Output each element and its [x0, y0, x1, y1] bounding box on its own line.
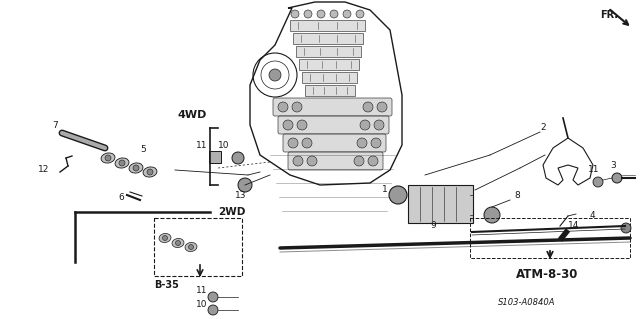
Circle shape: [389, 186, 407, 204]
Text: 6: 6: [118, 193, 124, 202]
FancyBboxPatch shape: [283, 134, 386, 152]
Circle shape: [283, 120, 293, 130]
Text: 14: 14: [568, 221, 579, 230]
Ellipse shape: [143, 167, 157, 177]
Circle shape: [357, 138, 367, 148]
Text: 4: 4: [590, 211, 596, 220]
Circle shape: [374, 120, 384, 130]
Text: 5: 5: [140, 145, 146, 154]
Circle shape: [304, 10, 312, 18]
Circle shape: [297, 120, 307, 130]
Circle shape: [175, 241, 180, 246]
Bar: [408, 185, 473, 223]
Circle shape: [368, 156, 378, 166]
Circle shape: [292, 102, 302, 112]
Circle shape: [307, 156, 317, 166]
FancyBboxPatch shape: [288, 152, 383, 170]
Text: 8: 8: [514, 191, 520, 200]
Text: 10: 10: [218, 141, 230, 150]
Bar: [154, 218, 242, 276]
Text: FR.: FR.: [600, 10, 618, 20]
Circle shape: [317, 10, 325, 18]
Text: 1: 1: [382, 185, 388, 194]
Bar: [290, 20, 365, 31]
Circle shape: [278, 102, 288, 112]
Circle shape: [360, 120, 370, 130]
Text: 11: 11: [196, 286, 207, 295]
Circle shape: [208, 292, 218, 302]
Ellipse shape: [159, 234, 171, 242]
Bar: [305, 85, 355, 96]
Circle shape: [163, 235, 168, 241]
Text: 11: 11: [196, 141, 207, 150]
Circle shape: [288, 138, 298, 148]
Circle shape: [293, 156, 303, 166]
Circle shape: [119, 160, 125, 166]
FancyBboxPatch shape: [278, 116, 389, 134]
Bar: [302, 72, 357, 83]
Circle shape: [291, 10, 299, 18]
Circle shape: [354, 156, 364, 166]
Text: 9: 9: [430, 221, 436, 230]
Text: 2WD: 2WD: [218, 207, 245, 217]
Ellipse shape: [129, 163, 143, 173]
Circle shape: [343, 10, 351, 18]
Text: 7: 7: [52, 121, 58, 130]
Text: 10: 10: [196, 300, 207, 309]
Bar: [470, 218, 630, 258]
Ellipse shape: [185, 242, 197, 252]
Circle shape: [371, 138, 381, 148]
Circle shape: [363, 102, 373, 112]
Circle shape: [330, 10, 338, 18]
Circle shape: [356, 10, 364, 18]
Circle shape: [621, 223, 631, 233]
Circle shape: [133, 165, 139, 171]
Text: ATM-8-30: ATM-8-30: [516, 268, 579, 281]
Bar: [299, 59, 359, 70]
Text: 4WD: 4WD: [178, 110, 207, 120]
Circle shape: [484, 207, 500, 223]
Text: 2: 2: [540, 123, 546, 132]
Bar: [293, 33, 363, 44]
Text: 3: 3: [610, 161, 616, 170]
Ellipse shape: [101, 153, 115, 163]
Circle shape: [232, 152, 244, 164]
FancyBboxPatch shape: [209, 151, 221, 163]
Circle shape: [208, 305, 218, 315]
Ellipse shape: [172, 239, 184, 248]
Circle shape: [612, 173, 622, 183]
Circle shape: [302, 138, 312, 148]
Text: 12: 12: [38, 165, 49, 174]
Circle shape: [269, 69, 281, 81]
Ellipse shape: [115, 158, 129, 168]
Bar: [296, 46, 361, 57]
Circle shape: [593, 177, 603, 187]
Circle shape: [105, 155, 111, 161]
Text: 13: 13: [235, 191, 246, 200]
FancyBboxPatch shape: [273, 98, 392, 116]
Circle shape: [147, 169, 153, 175]
Circle shape: [189, 244, 193, 249]
Text: B-35: B-35: [154, 280, 179, 290]
Text: S103-A0840A: S103-A0840A: [498, 298, 556, 307]
Circle shape: [238, 178, 252, 192]
Circle shape: [377, 102, 387, 112]
Text: 11: 11: [588, 165, 600, 174]
